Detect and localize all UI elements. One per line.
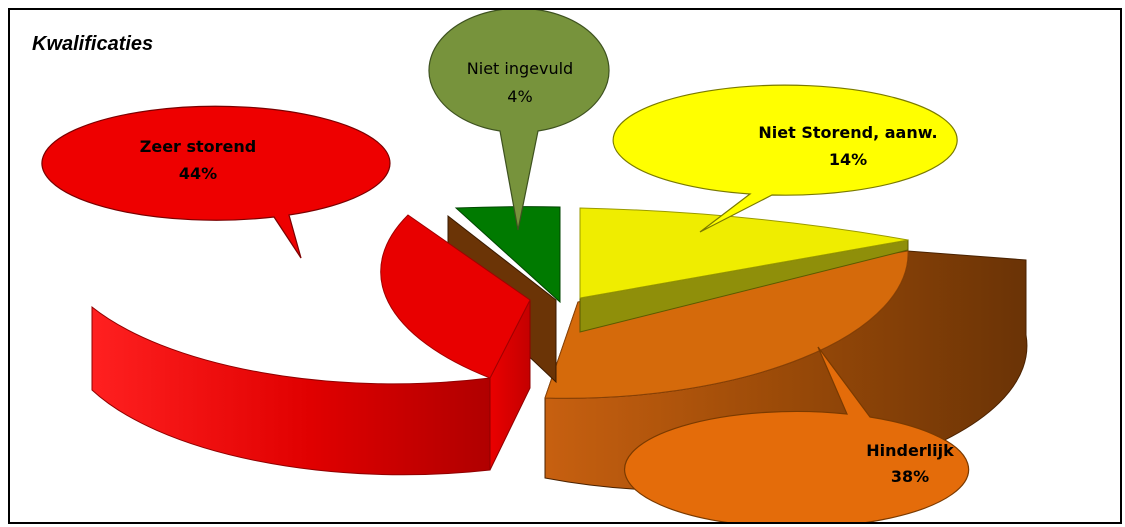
slice-hinderlijk-top-face <box>544 250 909 399</box>
callout-niet-storend-bubble <box>612 84 958 233</box>
label-niet-ingevuld-name: Niet ingevuld <box>467 59 573 78</box>
slice-zeer-storend <box>91 214 531 476</box>
callout-niet-storend: Niet Storend, aanw. 14% <box>612 84 958 233</box>
chart-title: Kwalificaties <box>32 33 153 55</box>
callout-zeer-storend-bubble <box>41 105 391 259</box>
label-niet-storend-name: Niet Storend, aanw. <box>758 123 937 142</box>
label-hinderlijk-name: Hinderlijk <box>866 441 954 460</box>
callout-hinderlijk-bubble <box>624 346 970 522</box>
chart-frame: Kwalificaties <box>8 8 1122 524</box>
callout-hinderlijk: Hinderlijk 38% <box>624 346 970 522</box>
callout-niet-ingevuld: Niet ingevuld 4% <box>428 10 610 231</box>
label-zeer-storend-value: 44% <box>179 164 217 183</box>
callout-niet-ingevuld-bubble <box>428 10 610 231</box>
label-niet-ingevuld-value: 4% <box>507 87 532 106</box>
label-hinderlijk-value: 38% <box>891 467 929 486</box>
slice-niet-storend-top-face <box>579 207 909 299</box>
label-niet-storend-value: 14% <box>829 150 867 169</box>
callout-zeer-storend: Zeer storend 44% <box>41 105 391 259</box>
pie-chart: Kwalificaties <box>32 10 1028 522</box>
slice-zeer-storend-top-face <box>380 214 531 379</box>
label-zeer-storend-name: Zeer storend <box>140 137 257 156</box>
slice-niet-storend <box>579 207 909 333</box>
